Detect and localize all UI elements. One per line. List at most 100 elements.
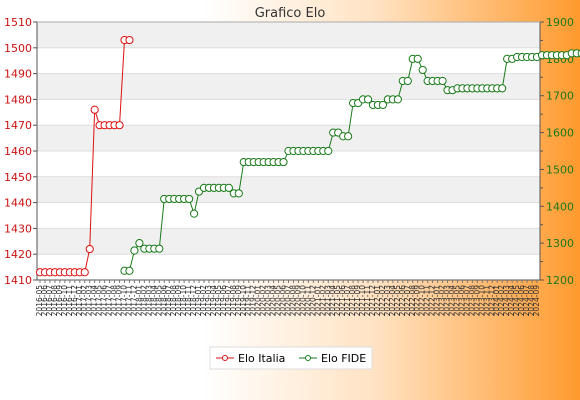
- left-tick-label: 1420: [4, 248, 32, 261]
- x-tick-label: 2016-10: [60, 285, 69, 317]
- right-tick-label: 1400: [546, 200, 574, 213]
- x-tick-label: 2023-01: [433, 285, 442, 317]
- x-tick-label: 2021-02: [318, 285, 327, 317]
- data-point: [125, 35, 134, 45]
- left-tick-label: 1500: [4, 42, 32, 55]
- data-point: [498, 84, 507, 93]
- x-tick-label: 2024-02: [497, 285, 506, 317]
- x-tick-label: 2020-12: [308, 285, 317, 317]
- legend-label: Elo FIDE: [321, 352, 366, 365]
- x-tick-label: 2019-08: [229, 285, 238, 317]
- data-point: [438, 76, 447, 86]
- data-point: [403, 76, 412, 86]
- x-tick-label: 2021-05: [333, 285, 342, 317]
- x-tick-label: 2021-12: [368, 285, 377, 317]
- x-tick-label: 2021-03: [323, 285, 332, 317]
- x-tick-label: 2022-06: [398, 285, 407, 317]
- x-tick-label: 2021-06: [338, 285, 347, 317]
- x-tick-label: 2018-02: [139, 285, 148, 317]
- data-point: [224, 183, 233, 192]
- x-tick-label: 2021-07: [343, 285, 352, 317]
- x-tick-label: 2020-04: [269, 285, 278, 317]
- x-tick-label: 2018-11: [184, 285, 193, 317]
- left-axis-ticks: 1410 1420 1430 1440 1450 1460 1470 1480 1490 1500…: [4, 16, 37, 287]
- x-tick-label: 2023-11: [482, 285, 491, 317]
- x-tick-label: 2020-01: [254, 285, 263, 317]
- data-point: [363, 95, 373, 104]
- series-elo-fide: [120, 49, 580, 275]
- data-point: [80, 268, 89, 277]
- x-tick-label: 2017-02: [80, 285, 89, 317]
- x-tick-label: 2019-10: [239, 285, 248, 317]
- x-tick-label: 2017-01: [75, 285, 84, 317]
- x-tick-label: 2024-09: [532, 285, 541, 317]
- x-tick-label: 2017-06: [100, 285, 109, 317]
- x-tick-label: 2024-01: [492, 285, 501, 317]
- x-tick-label: 2022-04: [388, 285, 397, 317]
- legend-swatch-marker: [222, 355, 228, 361]
- data-point: [90, 105, 99, 114]
- legend-box: [209, 346, 373, 370]
- x-tick-label: 2019-02: [199, 285, 208, 317]
- left-tick-label: 1460: [4, 145, 32, 158]
- x-tick-label: 2017-12: [129, 285, 138, 317]
- data-point: [115, 121, 124, 130]
- data-point: [378, 100, 388, 110]
- x-tick-label: 2021-01: [313, 285, 322, 317]
- x-tick-label: 2017-09: [115, 285, 124, 317]
- x-tick-label: 2023-12: [487, 285, 496, 317]
- x-tick-label: 2019-11: [244, 285, 253, 317]
- x-tick-label: 2018-12: [189, 285, 198, 317]
- x-tick-label: 2024-07: [522, 285, 531, 317]
- x-tick-label: 2022-03: [383, 285, 392, 317]
- x-tick-label: 2021-11: [363, 285, 372, 317]
- right-tick-label: 1600: [546, 127, 574, 140]
- x-tick-label: 2019-03: [204, 285, 213, 317]
- x-tick-label: 2024-05: [512, 285, 521, 317]
- x-tick-label: 2018-05: [154, 285, 163, 317]
- x-tick-label: 2020-11: [303, 285, 312, 317]
- data-point: [344, 132, 353, 141]
- x-tick-label: 2019-01: [194, 285, 203, 317]
- x-tick-label: 2023-04: [448, 285, 457, 317]
- x-tick-label: 2019-07: [224, 285, 233, 317]
- left-tick-label: 1430: [4, 222, 32, 235]
- right-tick-label: 1700: [546, 90, 574, 103]
- data-point: [413, 54, 422, 63]
- x-tick-label: 2018-09: [174, 285, 183, 317]
- right-tick-label: 1900: [546, 16, 574, 29]
- x-tick-label: 2018-03: [144, 285, 153, 317]
- x-tick-label: 2023-09: [472, 285, 481, 317]
- x-tick-label: 2019-12: [249, 285, 258, 317]
- series-layer: [35, 35, 580, 277]
- x-tick-label: 2018-07: [164, 285, 173, 317]
- data-point: [189, 209, 199, 218]
- left-tick-label: 1470: [4, 119, 32, 132]
- x-tick-label: 2022-10: [418, 285, 427, 317]
- plot-band: [37, 22, 540, 48]
- x-tick-label: 2016-06: [40, 285, 49, 317]
- x-tick-label: 2020-10: [298, 285, 307, 317]
- x-tick-label: 2024-08: [527, 285, 536, 317]
- x-tick-label: 2021-04: [328, 285, 337, 317]
- x-tick-label: 2017-07: [105, 285, 114, 317]
- x-tick-label: 2023-10: [477, 285, 486, 317]
- x-tick-label: 2016-08: [50, 285, 59, 317]
- x-tick-label: 2018-04: [149, 285, 158, 317]
- plot-band: [37, 228, 540, 255]
- x-tick-label: 2017-08: [110, 285, 119, 317]
- left-tick-label: 1490: [4, 68, 32, 81]
- left-tick-label: 1410: [4, 274, 32, 287]
- x-tick-label: 2021-10: [358, 285, 367, 317]
- data-point: [234, 189, 243, 198]
- x-axis-ticks: 2016-052016-062016-072016-082016-092016-…: [35, 280, 541, 316]
- x-tick-label: 2022-09: [413, 285, 422, 317]
- x-tick-label: 2019-06: [219, 285, 228, 317]
- legend: Elo Italia Elo FIDE: [209, 346, 373, 370]
- x-tick-label: 2019-04: [209, 285, 218, 317]
- legend-label: Elo Italia: [238, 352, 285, 365]
- x-tick-label: 2020-02: [259, 285, 268, 317]
- x-tick-label: 2021-08: [348, 285, 357, 317]
- x-tick-label: 2017-11: [124, 285, 133, 317]
